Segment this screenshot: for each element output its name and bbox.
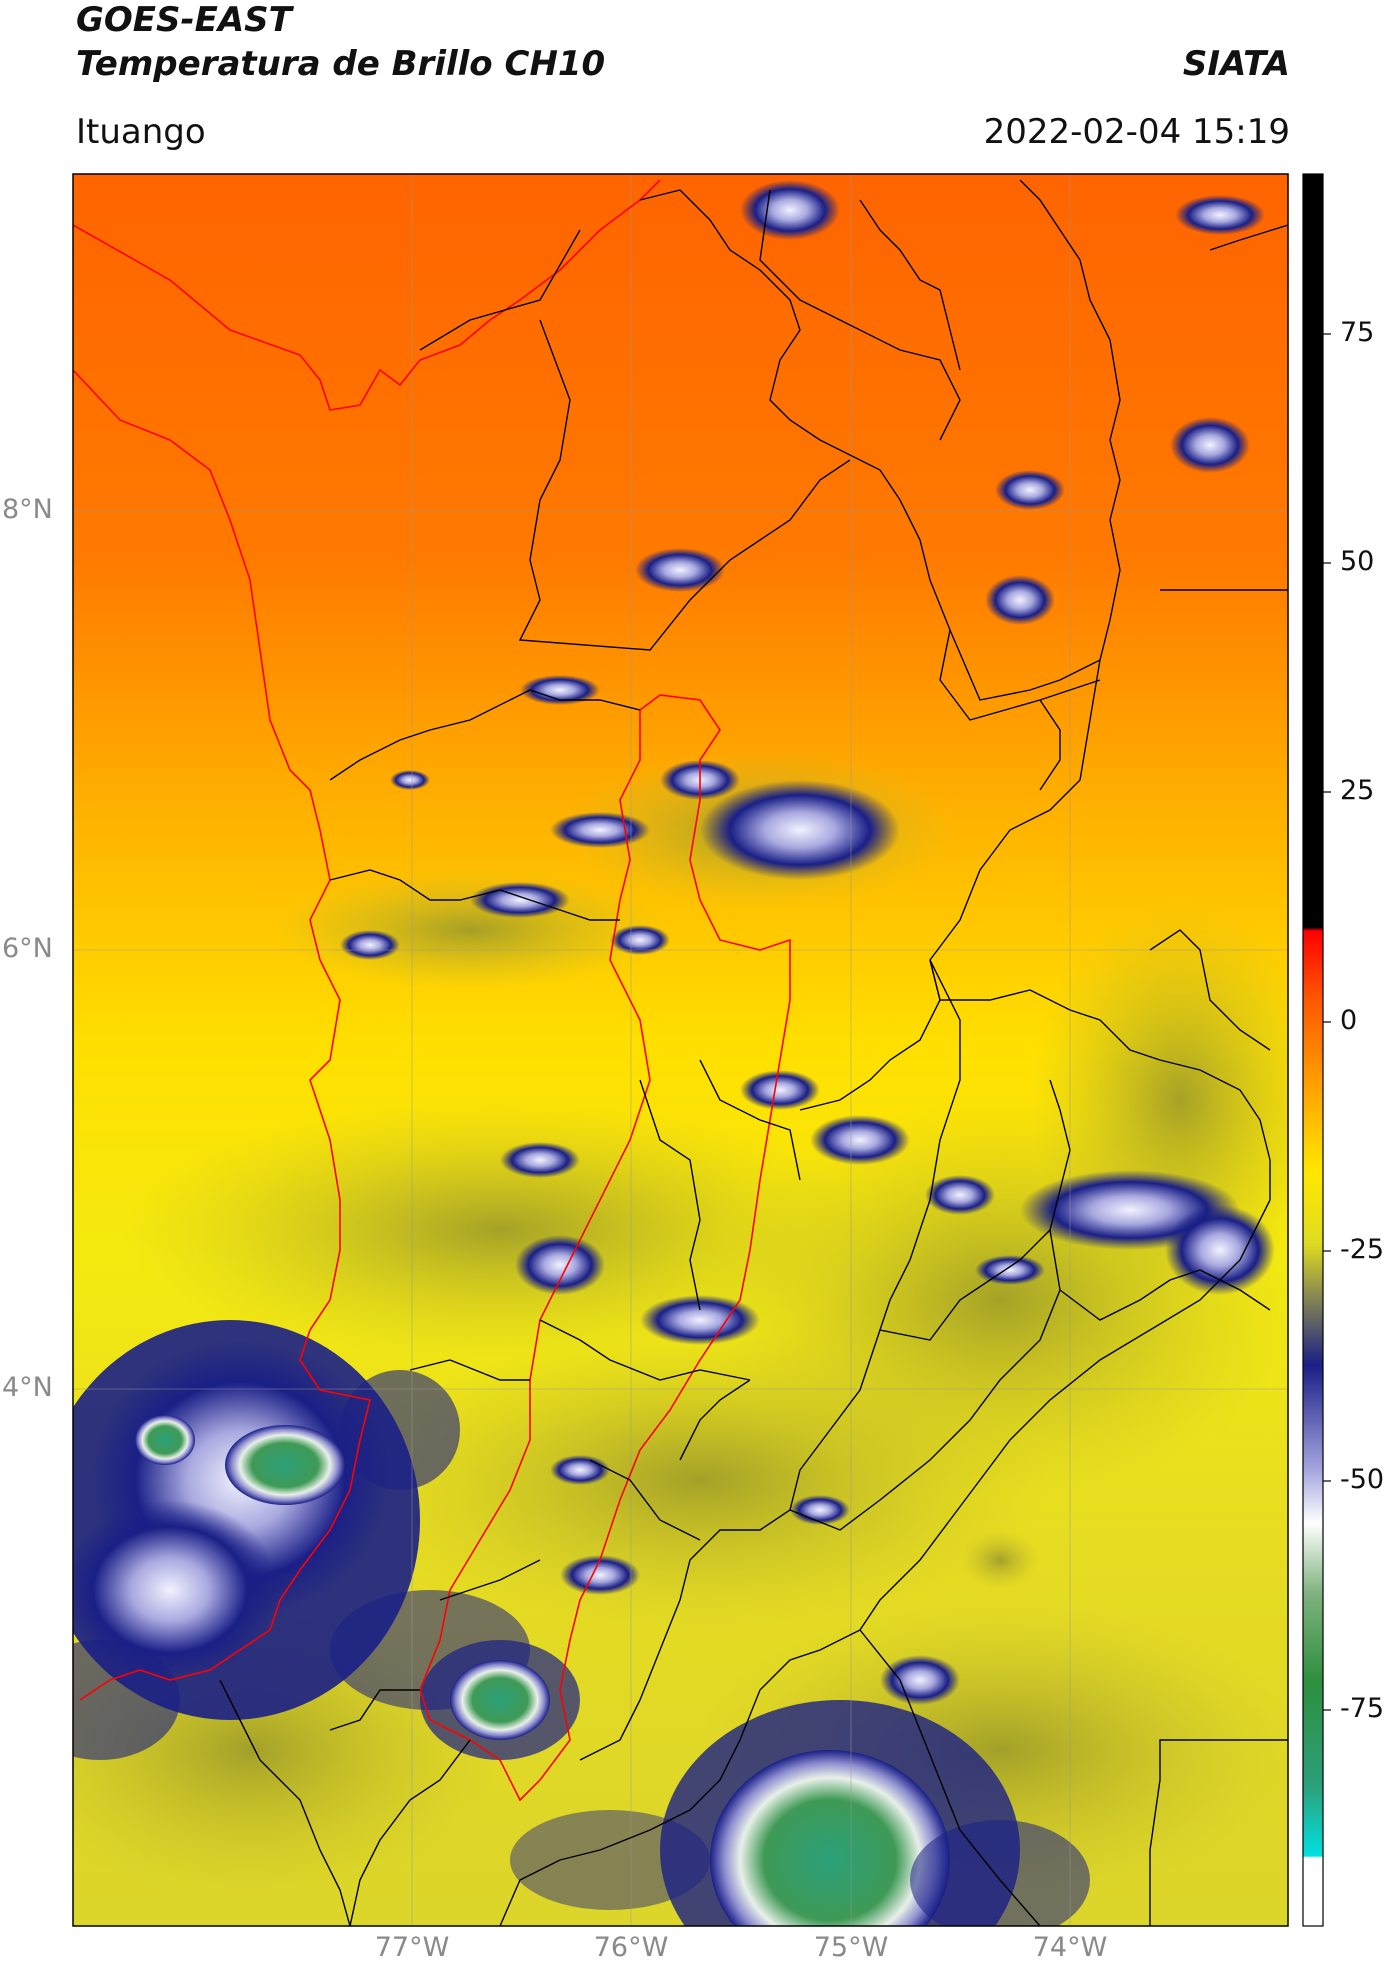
colorbar-label-minus75: -75 [1340, 1693, 1384, 1724]
highlight-region [419, 694, 791, 1802]
colorbar [1302, 173, 1324, 1927]
colorbar-ticks [1323, 333, 1331, 1711]
lon-label-74w: 74°W [1032, 1932, 1108, 1963]
lat-label-8n: 8°N [2, 494, 53, 525]
lon-label-77w: 77°W [374, 1932, 450, 1963]
map-frame [72, 173, 1289, 1927]
region-label: Ituango [76, 112, 206, 152]
colorbar-label-25: 25 [1340, 775, 1375, 806]
department-boundaries [219, 179, 1288, 1926]
cloud-field [73, 174, 1288, 1926]
lat-label-6n: 6°N [2, 933, 53, 964]
colorbar-label-0: 0 [1340, 1005, 1358, 1036]
agency-label: SIATA [1182, 44, 1290, 84]
lon-label-75w: 75°W [813, 1932, 889, 1963]
colorbar-label-minus50: -50 [1340, 1464, 1384, 1495]
graticule [73, 174, 1288, 1926]
datetime-label: 2022-02-04 15:19 [983, 112, 1290, 152]
colorbar-label-50: 50 [1340, 546, 1375, 577]
satellite-title: GOES-EAST [76, 0, 292, 40]
colorbar-label-minus25: -25 [1340, 1234, 1384, 1265]
lon-label-76w: 76°W [593, 1932, 669, 1963]
colorbar-label-75: 75 [1340, 317, 1375, 348]
coastline [73, 179, 661, 1701]
product-title: Temperatura de Brillo CH10 [76, 44, 606, 84]
lat-label-4n: 4°N [2, 1372, 53, 1403]
